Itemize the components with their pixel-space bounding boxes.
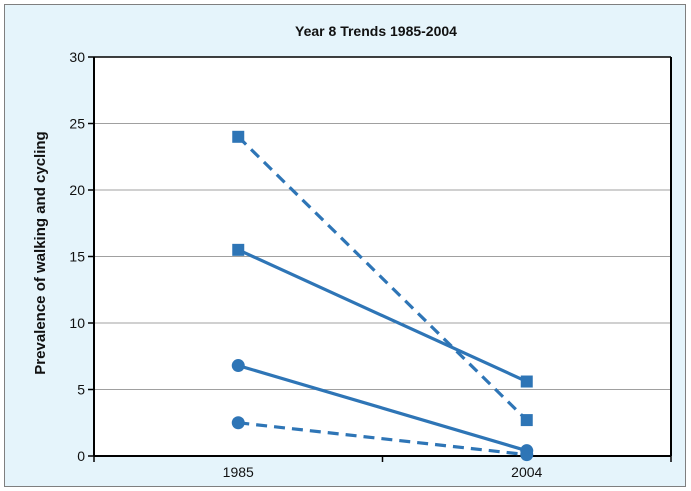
series-1-line (237, 135, 528, 422)
line-chart: Year 8 Trends 1985-2004 0 5 10 15 20 25 30 198… (32, 23, 672, 480)
data-series (231, 130, 534, 462)
series-4-line (238, 421, 527, 457)
x-axis-ticks: 1985 2004 (93, 456, 672, 480)
y-tick-label-15: 15 (69, 249, 85, 265)
y-tick-label-5: 5 (77, 382, 85, 398)
series-1-point-1985 (232, 130, 245, 143)
chart-title: Year 8 Trends 1985-2004 (295, 23, 457, 39)
series-3-line (237, 364, 528, 453)
y-axis-label: Prevalence of walking and cycling (32, 131, 49, 374)
series-2 (232, 243, 533, 388)
y-axis-ticks: 0 5 10 15 20 25 30 (69, 49, 94, 464)
x-tick-label-1985: 1985 (223, 464, 254, 480)
chart-frame: Year 8 Trends 1985-2004 0 5 10 15 20 25 30 198… (4, 4, 686, 487)
series-4-point-1985 (231, 416, 245, 430)
series-2-point-2004 (520, 375, 533, 388)
y-tick-label-25: 25 (69, 116, 85, 132)
series-2-line (237, 248, 528, 383)
series-2-point-1985 (232, 243, 245, 256)
x-tick-label-2004: 2004 (511, 464, 542, 480)
series-1-point-2004 (520, 414, 533, 427)
y-tick-label-20: 20 (69, 182, 85, 198)
series-1 (232, 130, 533, 427)
y-tick-label-30: 30 (69, 49, 85, 65)
y-tick-label-10: 10 (69, 315, 85, 331)
y-tick-label-0: 0 (77, 448, 85, 464)
series-3-point-1985 (231, 359, 245, 373)
series-4-point-2004 (520, 448, 534, 462)
series-4 (231, 416, 534, 462)
